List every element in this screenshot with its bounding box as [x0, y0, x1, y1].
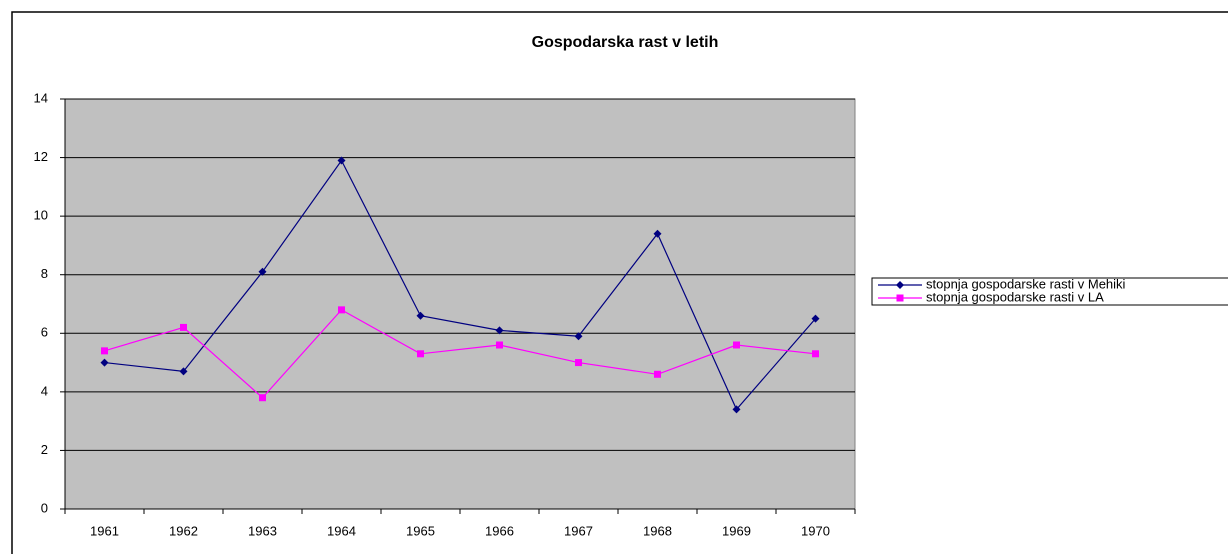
data-point	[574, 332, 583, 341]
chart-title: Gospodarska rast v letih	[532, 34, 719, 51]
data-point	[495, 326, 504, 335]
y-tick-label: 0	[41, 500, 48, 515]
data-point	[258, 267, 267, 276]
legend-marker	[896, 281, 904, 289]
y-tick-label: 2	[41, 442, 48, 457]
data-point	[416, 311, 425, 320]
x-tick-label: 1967	[564, 523, 593, 538]
y-tick-label: 6	[41, 325, 48, 340]
data-point	[496, 341, 503, 349]
data-point	[417, 350, 424, 358]
data-point	[337, 156, 346, 165]
x-tick-label: 1961	[90, 523, 119, 538]
x-tick-label: 1970	[801, 523, 830, 538]
data-point	[732, 405, 741, 414]
data-point	[811, 314, 820, 323]
data-point	[338, 306, 345, 314]
y-tick-label: 12	[34, 149, 48, 164]
legend-marker	[896, 294, 904, 302]
data-point	[179, 367, 188, 376]
data-point	[100, 358, 109, 367]
data-point	[101, 347, 108, 355]
y-tick-label: 4	[41, 383, 48, 398]
y-tick-label: 14	[34, 90, 48, 105]
series-line	[104, 159, 816, 411]
x-tick-label: 1962	[169, 523, 198, 538]
plot-area	[64, 98, 856, 510]
data-point	[575, 359, 582, 367]
legend-box	[871, 277, 1228, 306]
x-tick-label: 1968	[643, 523, 672, 538]
data-point	[180, 323, 187, 331]
x-tick-label: 1963	[248, 523, 277, 538]
data-point	[653, 229, 662, 238]
data-point	[654, 370, 661, 378]
data-point	[812, 350, 819, 358]
x-tick-label: 1966	[485, 523, 514, 538]
x-tick-label: 1965	[406, 523, 435, 538]
x-tick-label: 1969	[722, 523, 751, 538]
data-point	[733, 341, 740, 349]
y-tick-label: 8	[41, 266, 48, 281]
y-tick-label: 10	[34, 208, 48, 223]
legend-label: stopnja gospodarske rasti v Mehiki	[926, 276, 1126, 291]
x-tick-label: 1964	[327, 523, 356, 538]
series-line	[104, 309, 816, 399]
data-point	[259, 394, 266, 402]
legend-label: stopnja gospodarske rasti v LA	[926, 289, 1104, 304]
